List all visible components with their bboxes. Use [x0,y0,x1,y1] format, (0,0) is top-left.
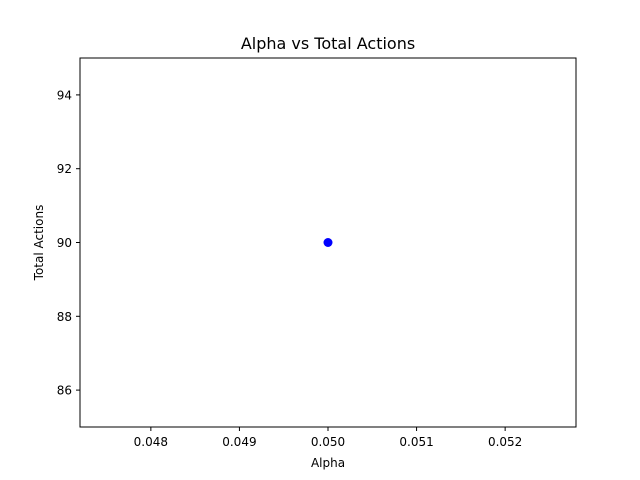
chart-title: Alpha vs Total Actions [241,34,415,53]
x-tick-label: 0.051 [399,435,433,449]
x-tick-label: 0.048 [134,435,168,449]
x-tick-label: 0.050 [311,435,345,449]
plot-frame [79,57,577,428]
x-axis-label: Alpha [311,456,345,470]
y-tick-label: 94 [57,88,72,102]
y-tick-label: 90 [57,236,72,250]
y-tick-label: 86 [57,384,72,398]
y-tick-label: 88 [57,310,72,324]
data-point [323,238,333,247]
x-tick-label: 0.052 [488,435,522,449]
x-axis-ticks: 0.048 0.049 0.050 0.051 0.052 [134,427,522,449]
data-points [323,238,333,247]
x-tick-label: 0.049 [222,435,256,449]
y-tick-label: 92 [57,162,72,176]
y-axis-ticks: 86 88 90 92 94 [57,88,80,398]
y-axis-label: Total Actions [32,205,46,282]
